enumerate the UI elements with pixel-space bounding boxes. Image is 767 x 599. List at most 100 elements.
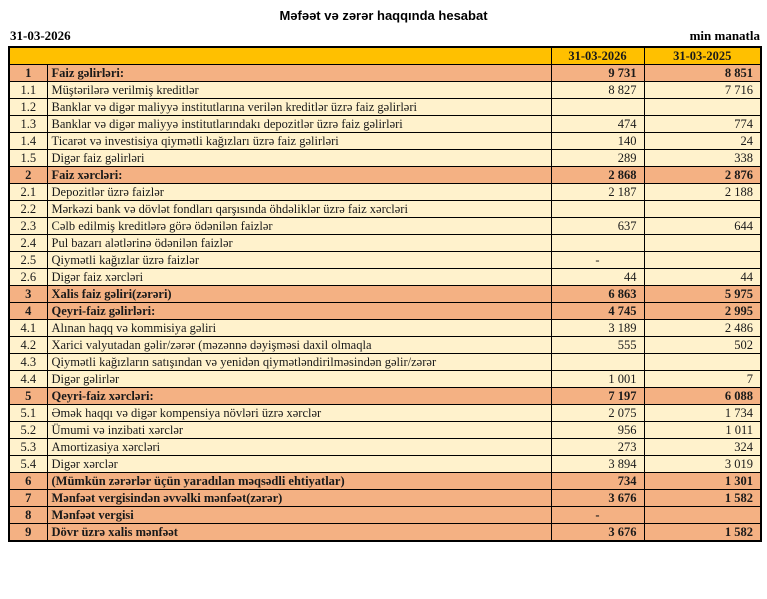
value-prior-period-cell: 1 301	[643, 472, 762, 490]
row-number-cell: 5	[8, 387, 48, 405]
row-number-cell: 2.6	[8, 268, 48, 286]
header-col-prior-period: 31-03-2025	[643, 46, 762, 65]
report-meta: 31-03-2026 min manatla	[10, 28, 760, 44]
value-prior-period-cell: 2 876	[643, 166, 762, 184]
table-row: 1.1 Müştərilərə verilmiş kreditlər 8 827 7 …	[8, 81, 762, 99]
table-row: 4.1 Alınan haqq və kommisiya gəliri 3 189 2…	[8, 319, 762, 337]
row-label-cell: Əmək haqqı və digər kompensiya növləri ü…	[46, 404, 552, 422]
value-current-period-cell	[550, 200, 645, 218]
table-row: 4.2 Xarici valyutadan gəlir/zərər (məzənn…	[8, 336, 762, 354]
row-label-cell: Alınan haqq və kommisiya gəliri	[46, 319, 552, 337]
row-number-cell: 5.4	[8, 455, 48, 473]
row-label-cell: Qeyri-faiz xərcləri:	[46, 387, 552, 405]
value-current-period-cell: 3 894	[550, 455, 645, 473]
header-spacer-cell	[8, 46, 552, 65]
row-label-cell: Mənfəət vergisi	[46, 506, 552, 524]
table-row: 2.1 Depozitlər üzrə faizlər 2 187 2 188	[8, 183, 762, 201]
row-label-cell: Müştərilərə verilmiş kreditlər	[46, 81, 552, 99]
table-row: 5.2 Ümumi və inzibati xərclər 956 1 011	[8, 421, 762, 439]
row-label-cell: Digər faiz gəlirləri	[46, 149, 552, 167]
row-label-cell: Mərkəzi bank və dövlət fondları qarşısın…	[46, 200, 552, 218]
row-label-cell: Depozitlər üzrə faizlər	[46, 183, 552, 201]
value-current-period-cell: 289	[550, 149, 645, 167]
row-number-cell: 4.4	[8, 370, 48, 388]
table-row: 1.3 Banklar və digər maliyyə institutları…	[8, 115, 762, 133]
row-number-cell: 1.1	[8, 81, 48, 99]
table-row: 7 Mənfəət vergisindən əvvəlki mənfəət(zər…	[8, 489, 762, 507]
row-number-cell: 2.4	[8, 234, 48, 252]
row-number-cell: 1.4	[8, 132, 48, 150]
row-label-cell: Qiymətli kağızların satışından və yenidə…	[46, 353, 552, 371]
value-current-period-cell: 1 001	[550, 370, 645, 388]
row-label-cell: Amortizasiya xərcləri	[46, 438, 552, 456]
row-label-cell: Qiymətli kağızlar üzrə faizlər	[46, 251, 552, 269]
value-prior-period-cell: 1 734	[643, 404, 762, 422]
row-number-cell: 2.5	[8, 251, 48, 269]
value-prior-period-cell: 24	[643, 132, 762, 150]
value-prior-period-cell: 2 995	[643, 302, 762, 320]
row-number-cell: 4.2	[8, 336, 48, 354]
value-current-period-cell: 2 075	[550, 404, 645, 422]
row-label-cell: Ümumi və inzibati xərclər	[46, 421, 552, 439]
value-prior-period-cell	[643, 234, 762, 252]
value-prior-period-cell: 1 011	[643, 421, 762, 439]
value-prior-period-cell: 324	[643, 438, 762, 456]
row-number-cell: 7	[8, 489, 48, 507]
row-label-cell: Digər gəlirlər	[46, 370, 552, 388]
table-row: 2.3 Cəlb edilmiş kreditlərə görə ödənilən…	[8, 217, 762, 235]
row-number-cell: 5.1	[8, 404, 48, 422]
table-row: 9 Dövr üzrə xalis mənfəət 3 676 1 582	[8, 523, 762, 542]
row-number-cell: 4	[8, 302, 48, 320]
table-row: 1.5 Digər faiz gəlirləri 289 338	[8, 149, 762, 167]
value-prior-period-cell: 5 975	[643, 285, 762, 303]
row-number-cell: 1.3	[8, 115, 48, 133]
value-current-period-cell: 3 676	[550, 489, 645, 507]
value-current-period-cell: 6 863	[550, 285, 645, 303]
value-prior-period-cell: 7	[643, 370, 762, 388]
value-prior-period-cell: 3 019	[643, 455, 762, 473]
value-prior-period-cell: 8 851	[643, 64, 762, 82]
value-current-period-cell: 555	[550, 336, 645, 354]
row-number-cell: 4.3	[8, 353, 48, 371]
row-label-cell: Ticarət və investisiya qiymətli kağızlar…	[46, 132, 552, 150]
value-current-period-cell: 637	[550, 217, 645, 235]
value-current-period-cell: 2 868	[550, 166, 645, 184]
row-label-cell: Faiz xərcləri:	[46, 166, 552, 184]
table-row: 1 Faiz gəlirləri: 9 731 8 851	[8, 64, 762, 82]
value-current-period-cell: 734	[550, 472, 645, 490]
value-current-period-cell: -	[550, 251, 645, 269]
row-label-cell: Pul bazarı alətlərinə ödənilən faizlər	[46, 234, 552, 252]
value-current-period-cell: 4 745	[550, 302, 645, 320]
value-current-period-cell: 273	[550, 438, 645, 456]
row-number-cell: 4.1	[8, 319, 48, 337]
table-row: 2 Faiz xərcləri: 2 868 2 876	[8, 166, 762, 184]
table-row: 4.3 Qiymətli kağızların satışından və yen…	[8, 353, 762, 371]
row-number-cell: 2.2	[8, 200, 48, 218]
value-current-period-cell: 474	[550, 115, 645, 133]
value-prior-period-cell: 338	[643, 149, 762, 167]
row-number-cell: 8	[8, 506, 48, 524]
value-current-period-cell: 3 676	[550, 523, 645, 542]
row-number-cell: 1.2	[8, 98, 48, 116]
report-date: 31-03-2026	[10, 28, 71, 43]
row-label-cell: Cəlb edilmiş kreditlərə görə ödənilən fa…	[46, 217, 552, 235]
value-prior-period-cell: 774	[643, 115, 762, 133]
row-label-cell: Mənfəət vergisindən əvvəlki mənfəət(zərə…	[46, 489, 552, 507]
table-row: 8 Mənfəət vergisi -	[8, 506, 762, 524]
value-prior-period-cell	[643, 200, 762, 218]
value-current-period-cell	[550, 353, 645, 371]
value-prior-period-cell	[643, 506, 762, 524]
row-number-cell: 5.3	[8, 438, 48, 456]
table-row: 5.3 Amortizasiya xərcləri 273 324	[8, 438, 762, 456]
row-number-cell: 3	[8, 285, 48, 303]
value-current-period-cell: 7 197	[550, 387, 645, 405]
table-row: 2.2 Mərkəzi bank və dövlət fondları qarşı…	[8, 200, 762, 218]
row-label-cell: Digər xərclər	[46, 455, 552, 473]
value-prior-period-cell: 1 582	[643, 489, 762, 507]
row-number-cell: 1	[8, 64, 48, 82]
table-header-row: 31-03-2026 31-03-2025	[8, 46, 762, 65]
table-row: 5.4 Digər xərclər 3 894 3 019	[8, 455, 762, 473]
table-row: 5 Qeyri-faiz xərcləri: 7 197 6 088	[8, 387, 762, 405]
value-prior-period-cell: 502	[643, 336, 762, 354]
